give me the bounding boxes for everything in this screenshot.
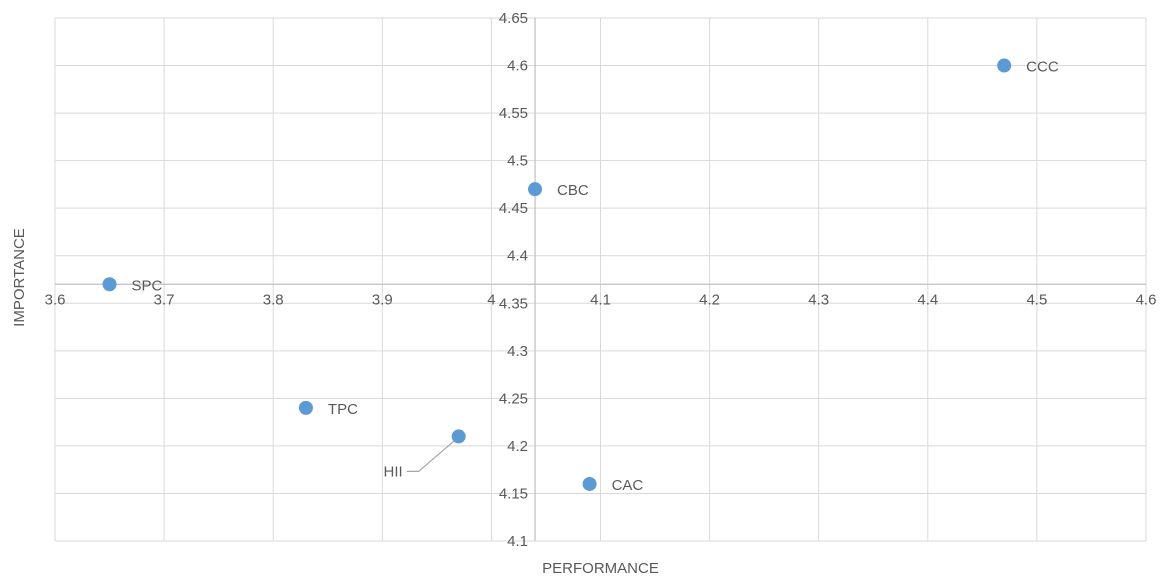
- data-point: [582, 476, 597, 491]
- y-tick-label: 4.3: [507, 343, 528, 360]
- tick-labels: 3.6 3.7 3.8 3.9 4 4.1 4.2 4.3 4.4 4.5 4.6 4.1 4.15 4.…: [45, 10, 1157, 550]
- x-tick-label: 3.9: [372, 291, 393, 308]
- x-tick-label: 4.4: [917, 291, 938, 308]
- y-axis-title: IMPORTANCE: [11, 228, 28, 327]
- x-tick-label: 4.1: [590, 291, 611, 308]
- axes: [55, 18, 1146, 541]
- x-tick-label: 4.2: [699, 291, 720, 308]
- data-label: CCC: [1026, 59, 1059, 76]
- data-point: [997, 58, 1012, 73]
- data-point: [528, 182, 543, 197]
- y-tick-label: 4.4: [507, 248, 528, 265]
- y-tick-label: 4.6: [507, 58, 528, 75]
- data-label: CBC: [557, 182, 589, 199]
- gridlines: [54, 17, 1147, 542]
- x-axis-title: PERFORMANCE: [542, 560, 659, 576]
- data-labels: CCC CBC SPC TPC HII CAC: [132, 59, 1059, 494]
- x-tick-label: 3.6: [45, 291, 66, 308]
- y-tick-label: 4.45: [499, 200, 528, 217]
- x-tick-label: 4: [487, 291, 495, 308]
- data-point: [102, 277, 117, 292]
- x-tick-label: 3.8: [263, 291, 284, 308]
- x-tick-label: 3.7: [154, 291, 175, 308]
- y-tick-label: 4.15: [499, 485, 528, 502]
- data-label: HII: [383, 463, 402, 480]
- data-point: [451, 429, 466, 444]
- y-tick-label: 4.25: [499, 390, 528, 407]
- y-tick-label: 4.2: [507, 438, 528, 455]
- data-label: CAC: [612, 477, 644, 494]
- y-tick-label: 4.35: [499, 295, 528, 312]
- label-connector: [406, 439, 456, 472]
- x-tick-label: 4.6: [1136, 291, 1157, 308]
- label-connectors: [406, 439, 456, 472]
- y-tick-label: 4.1: [507, 533, 528, 550]
- y-tick-label: 4.5: [507, 153, 528, 170]
- data-label: SPC: [132, 277, 163, 294]
- data-point: [298, 400, 313, 415]
- data-points: [102, 58, 1012, 491]
- x-tick-label: 4.3: [808, 291, 829, 308]
- y-tick-label: 4.55: [499, 105, 528, 122]
- data-label: TPC: [328, 401, 358, 418]
- y-tick-label: 4.65: [499, 10, 528, 27]
- x-tick-label: 4.5: [1026, 291, 1047, 308]
